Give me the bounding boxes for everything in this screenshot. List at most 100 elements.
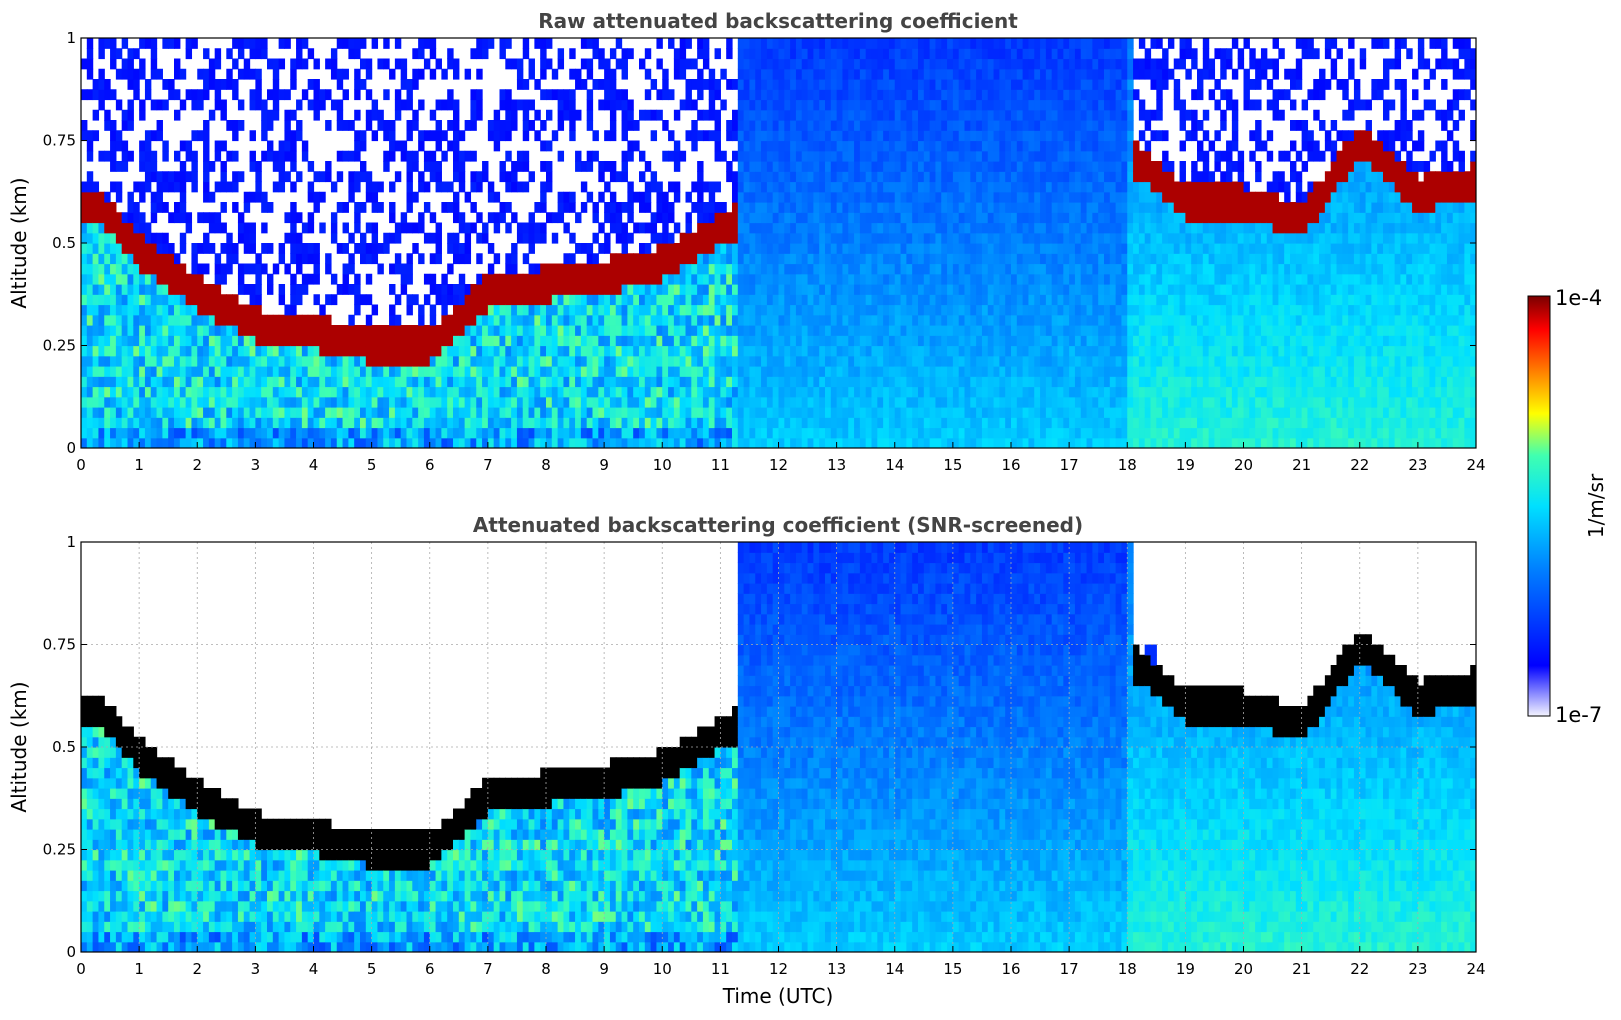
heatmap-cell bbox=[86, 130, 94, 142]
heatmap-cell bbox=[976, 58, 983, 70]
heatmap-cell bbox=[952, 427, 960, 439]
heatmap-cell bbox=[813, 150, 820, 162]
heatmap-cell bbox=[208, 191, 216, 203]
heatmap-cell bbox=[999, 314, 1006, 326]
heatmap-cell bbox=[912, 437, 919, 448]
heatmap-cell bbox=[668, 232, 675, 244]
heatmap-cell bbox=[732, 376, 739, 388]
heatmap-cell bbox=[842, 335, 849, 347]
heatmap-cell bbox=[662, 263, 669, 275]
heatmap-cell bbox=[668, 181, 675, 193]
heatmap-cell bbox=[150, 191, 158, 203]
heatmap-cell bbox=[702, 38, 710, 49]
heatmap-cell bbox=[377, 407, 384, 418]
heatmap-cell bbox=[336, 366, 344, 377]
heatmap-cell bbox=[894, 263, 902, 275]
heatmap-cell bbox=[894, 386, 902, 398]
heatmap-cell bbox=[429, 417, 437, 429]
heatmap-cell bbox=[784, 355, 791, 367]
heatmap-cell bbox=[976, 417, 983, 429]
heatmap-cell bbox=[580, 325, 588, 336]
heatmap-cell bbox=[354, 171, 361, 183]
heatmap-cell bbox=[336, 38, 344, 49]
heatmap-cell bbox=[389, 304, 396, 316]
heatmap-cell bbox=[668, 304, 675, 316]
heatmap-cell bbox=[371, 325, 379, 336]
heatmap-cell bbox=[854, 68, 861, 80]
heatmap-cell bbox=[981, 181, 989, 193]
heatmap-cell bbox=[697, 366, 704, 377]
heatmap-cell bbox=[639, 304, 646, 316]
heatmap-cell bbox=[92, 263, 100, 275]
heatmap-cell bbox=[766, 366, 774, 377]
heatmap-cell bbox=[679, 150, 687, 162]
heatmap-cell bbox=[865, 437, 873, 448]
heatmap-cell bbox=[383, 345, 390, 357]
heatmap-cell bbox=[790, 294, 797, 306]
heatmap-cell bbox=[458, 376, 466, 388]
heatmap-cell bbox=[121, 212, 129, 224]
heatmap-cell bbox=[685, 376, 692, 388]
heatmap-cell bbox=[115, 263, 123, 275]
heatmap-cell bbox=[296, 437, 303, 448]
heatmap-cell bbox=[726, 314, 733, 326]
heatmap-cell bbox=[406, 325, 413, 336]
heatmap-cell bbox=[732, 150, 739, 162]
heatmap-cell bbox=[365, 314, 373, 326]
heatmap-cell bbox=[859, 437, 867, 448]
heatmap-cell bbox=[685, 58, 692, 70]
heatmap-cell bbox=[964, 38, 971, 49]
heatmap-cell bbox=[772, 243, 780, 254]
heatmap-cell bbox=[267, 386, 274, 398]
heatmap-cell bbox=[1011, 304, 1018, 316]
heatmap-cell bbox=[249, 335, 256, 347]
heatmap-cell bbox=[1011, 386, 1018, 398]
heatmap-cell bbox=[923, 325, 931, 336]
heatmap-cell bbox=[656, 366, 663, 377]
heatmap-cell bbox=[819, 325, 826, 336]
heatmap-cell bbox=[888, 325, 896, 336]
heatmap-cell bbox=[586, 294, 594, 306]
heatmap-cell bbox=[952, 314, 960, 326]
heatmap-cell bbox=[156, 437, 163, 448]
heatmap-cell bbox=[354, 355, 361, 367]
heatmap-cell bbox=[999, 130, 1006, 142]
heatmap-cell bbox=[685, 427, 692, 439]
heatmap-cell bbox=[150, 161, 158, 172]
heatmap-cell bbox=[993, 202, 1000, 213]
heatmap-cell bbox=[220, 222, 227, 234]
heatmap-cell bbox=[999, 120, 1006, 131]
heatmap-cell bbox=[912, 304, 919, 316]
heatmap-cell bbox=[290, 396, 297, 408]
heatmap-cell bbox=[1011, 243, 1018, 254]
heatmap-cell bbox=[656, 191, 663, 203]
heatmap-cell bbox=[952, 396, 960, 408]
heatmap-cell bbox=[929, 191, 937, 203]
heatmap-cell bbox=[639, 222, 646, 234]
heatmap-cell bbox=[795, 386, 803, 398]
heatmap-cell bbox=[150, 437, 158, 448]
heatmap-cell bbox=[749, 366, 756, 377]
heatmap-cell bbox=[586, 150, 594, 162]
heatmap-cell bbox=[418, 222, 425, 234]
heatmap-cell bbox=[825, 79, 832, 90]
heatmap-cell bbox=[766, 345, 774, 357]
heatmap-cell bbox=[673, 366, 681, 377]
heatmap-cell bbox=[174, 253, 181, 265]
heatmap-cell bbox=[714, 212, 721, 224]
heatmap-cell bbox=[609, 355, 617, 367]
heatmap-cell bbox=[296, 171, 303, 183]
heatmap-cell bbox=[435, 161, 442, 172]
heatmap-cell bbox=[249, 304, 256, 316]
heatmap-cell bbox=[702, 253, 710, 265]
heatmap-cell bbox=[86, 325, 94, 336]
heatmap-cell bbox=[371, 191, 379, 203]
heatmap-cell bbox=[522, 355, 530, 367]
heatmap-cell bbox=[819, 253, 826, 265]
heatmap-cell bbox=[348, 171, 355, 183]
heatmap-cell bbox=[755, 79, 762, 90]
heatmap-cell bbox=[813, 407, 820, 418]
heatmap-cell bbox=[604, 314, 611, 326]
heatmap-cell bbox=[267, 437, 274, 448]
heatmap-cell bbox=[894, 345, 902, 357]
